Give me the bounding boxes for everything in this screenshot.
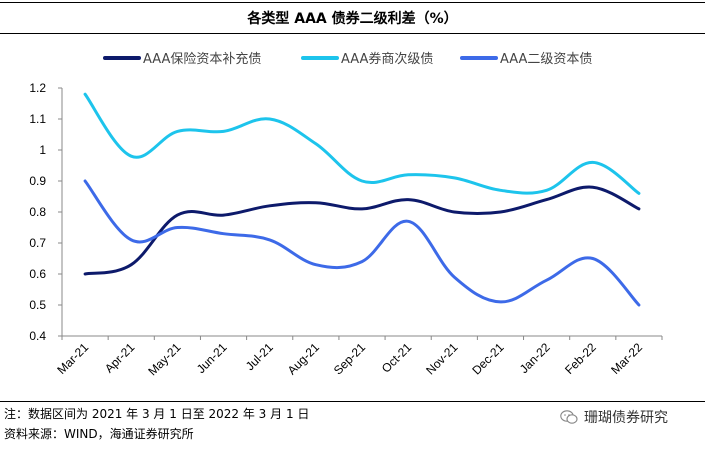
title-rule <box>0 33 705 34</box>
x-tick-label: Jun-21 <box>194 340 230 376</box>
legend-label: AAA二级资本债 <box>500 52 592 67</box>
series-line-tier2-capital <box>83 179 641 307</box>
x-tick-label: May-21 <box>145 340 183 378</box>
y-tick-label: 0.5 <box>29 298 46 312</box>
chart-title: 各类型 AAA 债券二级利差（%） <box>247 11 458 27</box>
series-line-broker-subordinated <box>83 92 641 195</box>
x-tick-label: Jan-22 <box>517 340 553 376</box>
brand-name: 珊瑚债券研究 <box>584 410 668 426</box>
y-tick-label: 0.8 <box>29 205 46 219</box>
x-tick-label: Sep-21 <box>331 340 368 377</box>
x-tick-label: Dec-21 <box>469 340 506 377</box>
y-tick-label: 0.6 <box>29 267 46 281</box>
y-tick-label: 1 <box>39 143 46 157</box>
footer-rule <box>0 401 705 402</box>
legend: AAA保险资本补充债 AAA券商次级债 AAA二级资本债 <box>103 51 592 67</box>
brand-watermark: 珊瑚债券研究 <box>560 407 668 427</box>
legend-label: AAA保险资本补充债 <box>143 51 261 67</box>
x-tick-label: Oct-21 <box>379 340 415 376</box>
x-tick-label: Mar-22 <box>608 340 645 377</box>
x-tick-label: Apr-21 <box>102 340 138 376</box>
y-tick-label: 0.4 <box>29 329 46 343</box>
x-tick-label: Aug-21 <box>285 340 322 377</box>
line-chart: AAA保险资本补充债 AAA券商次级债 AAA二级资本债 1.2 1.1 1 0.9 0.8… <box>29 51 663 378</box>
x-tick-label: Nov-21 <box>423 340 460 377</box>
series-lines <box>83 92 641 307</box>
x-tick-label: Feb-22 <box>562 340 599 377</box>
x-tick-label: Jul-21 <box>243 340 276 373</box>
wechat-icon <box>560 410 578 424</box>
y-tick-label: 0.7 <box>29 236 46 250</box>
y-tick-label: 1.2 <box>29 81 46 95</box>
y-tick-label: 0.9 <box>29 174 46 188</box>
y-tick-label: 1.1 <box>29 112 46 126</box>
series-line-insurance-capital <box>83 185 641 276</box>
top-rule <box>0 2 705 3</box>
source-note: 资料来源：WIND，海通证券研究所 <box>4 427 194 441</box>
x-tick-label: Mar-21 <box>54 340 91 377</box>
legend-label: AAA券商次级债 <box>341 51 433 67</box>
date-range-note: 注：数据区间为 2021 年 3 月 1 日至 2022 年 3 月 1 日 <box>4 407 310 421</box>
axes: 1.2 1.1 1 0.9 0.8 0.7 0.6 0.5 0.4 Mar-21 Apr-21 May… <box>29 81 663 378</box>
